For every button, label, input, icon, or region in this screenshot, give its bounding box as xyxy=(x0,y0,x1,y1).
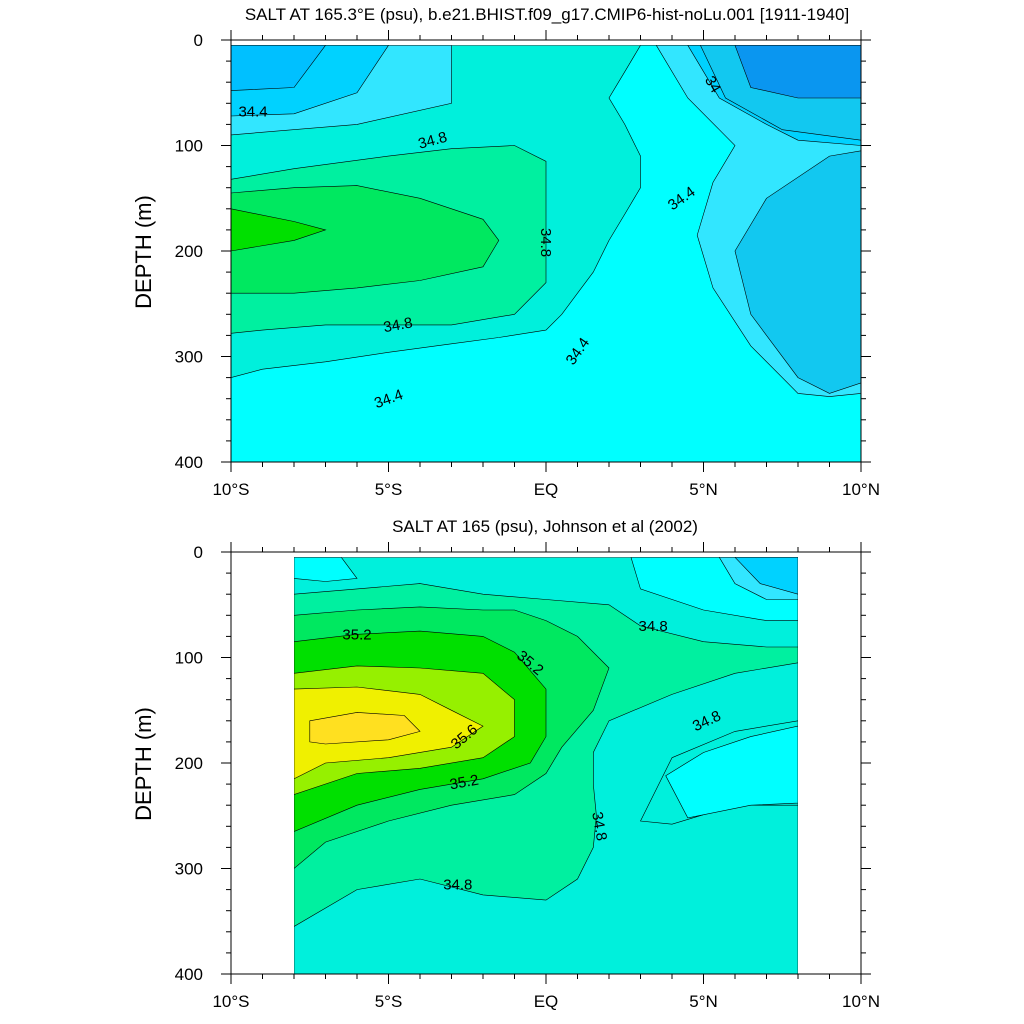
y-tick-label: 0 xyxy=(194,31,203,50)
contour-label: 34.8 xyxy=(443,876,472,893)
panel-observation: SALT AT 165 (psu), Johnson et al (2002) … xyxy=(131,517,880,1011)
y-axis-label: DEPTH (m) xyxy=(131,195,156,309)
x-tick-label: 10°S xyxy=(212,992,249,1011)
y-tick-label: 200 xyxy=(175,242,203,261)
contour-region xyxy=(734,45,861,99)
contour-label: 34.8 xyxy=(588,811,610,843)
chart-title: SALT AT 165.3°E (psu), b.e21.BHIST.f09_g… xyxy=(245,5,849,24)
x-tick-label: 5°N xyxy=(689,992,718,1011)
contour-label: 34.8 xyxy=(382,314,414,336)
y-tick-label: 400 xyxy=(175,965,203,984)
plot-area: 10°S 5°S EQ 5°N 10°N010020030040035.235.235.… xyxy=(175,542,880,1011)
x-tick-label: 10°N xyxy=(842,480,880,499)
x-tick-label: EQ xyxy=(534,480,559,499)
x-tick-label: 10°N xyxy=(842,992,880,1011)
plot-area: 10°S 5°S EQ 5°N 10°N 0 100 200 300 400 34.4 34.8 34.… xyxy=(175,30,880,499)
contour-region xyxy=(231,45,326,91)
contour-region xyxy=(665,725,798,819)
contour-label: 35.2 xyxy=(448,772,480,794)
contour-region xyxy=(231,208,327,252)
contour-region xyxy=(734,557,798,595)
contour-region xyxy=(309,712,421,745)
x-tick-label: 10°S xyxy=(212,480,249,499)
contour-label: 34.8 xyxy=(416,129,449,153)
y-tick-label: 200 xyxy=(175,754,203,773)
contour-fill-group xyxy=(294,557,798,975)
y-tick-label: 0 xyxy=(194,543,203,562)
x-tick-label: 5°S xyxy=(375,992,403,1011)
contour-region xyxy=(294,557,358,582)
y-axis-label: DEPTH (m) xyxy=(131,707,156,821)
x-tick-label: 5°S xyxy=(375,480,403,499)
y-tick-label: 400 xyxy=(175,453,203,472)
contour-fill-group xyxy=(231,45,861,463)
contour-label: 34 xyxy=(701,73,724,96)
panel-model: SALT AT 165.3°E (psu), b.e21.BHIST.f09_g… xyxy=(131,5,880,499)
x-tick-label: 5°N xyxy=(689,480,718,499)
y-tick-label: 100 xyxy=(175,137,203,156)
contour-label: 34.8 xyxy=(638,618,667,635)
y-tick-label: 100 xyxy=(175,649,203,668)
contour-label: 34.8 xyxy=(537,228,554,257)
contour-region xyxy=(734,150,861,394)
contour-label: 34.4 xyxy=(238,104,267,121)
y-tick-label: 300 xyxy=(175,348,203,367)
y-tick-label: 300 xyxy=(175,860,203,879)
contour-label: 35.2 xyxy=(342,626,371,643)
contour-region xyxy=(231,185,500,294)
chart-title: SALT AT 165 (psu), Johnson et al (2002) xyxy=(392,517,698,536)
x-tick-label: EQ xyxy=(534,992,559,1011)
